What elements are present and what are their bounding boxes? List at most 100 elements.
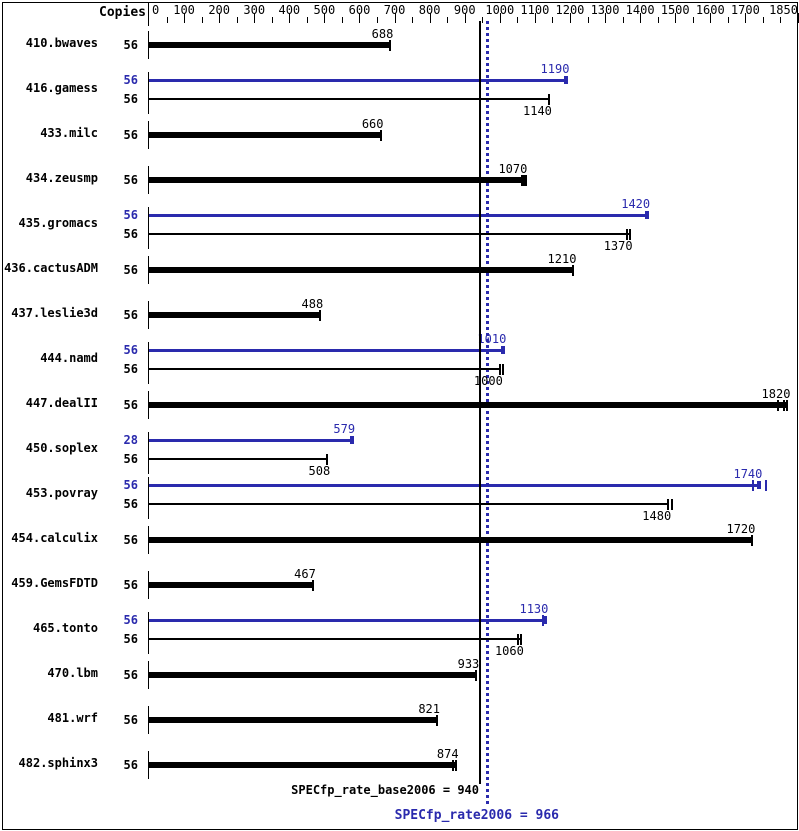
run-mark-tick [475,670,478,681]
bar-value-label: 1720 [726,522,756,536]
axis-tick-label: 1000 [485,3,515,17]
axis-major-tick [499,13,501,23]
run-mark-tick [625,229,628,240]
row-axis-segment [148,121,149,149]
axis-tick-label: 900 [453,3,476,17]
run-mark-tick [517,634,520,645]
row-axis-segment [148,342,149,384]
axis-tick-label: 200 [208,3,230,17]
copies-value: 56 [123,452,138,466]
benchmark-label: 453.povray [25,486,98,500]
row-axis-segment [148,207,149,249]
axis-major-tick [675,13,677,23]
base-reference-line [479,21,481,784]
peak-metric-label: SPECfp_rate2006 = 966 [394,808,559,823]
copies-value: 56 [123,92,138,106]
copies-value: 56 [123,38,138,52]
copies-value: 28 [123,433,138,447]
benchmark-label: 459.GemsFDTD [11,576,98,590]
x-axis-origin-line [148,3,149,26]
base-bar [149,503,669,505]
copies-value: 56 [123,497,138,511]
run-mark-tick [326,454,329,465]
axis-major-tick [289,13,291,23]
axis-major-tick [219,13,221,23]
copies-value: 56 [123,668,138,682]
copies-value: 56 [123,632,138,646]
benchmark-label: 465.tonto [32,621,98,635]
run-mark-tick [776,400,779,411]
run-mark-tick [667,499,670,510]
base-bar [149,368,500,370]
base-bar [149,672,477,678]
axis-minor-tick [780,17,782,23]
axis-tick-label: 1500 [660,3,690,17]
bar-value-label: 1740 [733,467,763,481]
copies-value: 56 [123,263,138,277]
run-mark-tick [751,535,754,546]
copies-value: 56 [123,533,138,547]
axis-major-tick [394,13,396,23]
bar-value-label: 660 [361,117,384,131]
base-bar [149,177,525,183]
run-mark-tick [752,480,755,491]
axis-tick-label: 800 [418,3,441,17]
row-axis-segment [148,301,149,329]
copies-value: 56 [123,398,138,412]
copies-value: 56 [123,578,138,592]
row-axis-segment [148,751,149,779]
axis-minor-tick [482,17,484,23]
bar-value-label: 933 [457,657,480,671]
bar-value-label: 1210 [547,252,577,266]
axis-major-tick [605,13,607,23]
copies-value: 56 [123,758,138,772]
run-mark-tick [525,175,528,186]
row-axis-segment [148,391,149,419]
axis-tick-label: 1400 [625,3,655,17]
base-bar [149,638,521,640]
benchmark-label: 416.gamess [25,81,98,95]
copies-value: 56 [123,713,138,727]
run-mark-tick [436,715,438,726]
axis-tick-label: 100 [173,3,195,17]
peak-bar-end-marker [543,616,548,624]
axis-major-tick [464,13,466,23]
benchmark-label: 436.cactusADM [4,261,98,275]
benchmark-label: 434.zeusmp [25,171,98,185]
axis-tick-label: 700 [383,3,406,17]
axis-tick-label: 1300 [590,3,620,17]
axis-major-tick [745,13,747,23]
axis-tick-label: 1200 [555,3,585,17]
axis-major-tick [710,13,712,23]
axis-major-tick [254,13,256,23]
peak-bar [149,349,504,352]
peak-bar-end-marker [757,481,762,489]
run-mark-tick [319,310,322,321]
benchmark-label: 437.leslie3d [11,306,98,320]
axis-major-tick [429,13,431,23]
run-mark-tick [628,229,631,240]
axis-minor-tick [236,17,238,23]
base-bar [149,582,313,588]
run-mark-tick [572,265,575,276]
axis-tick-label: 0 [152,3,160,17]
axis-minor-tick [447,17,449,23]
bar-value-label: 1820 [761,387,791,401]
base-bar [149,267,574,273]
run-mark-tick [379,130,382,141]
bar-value-label: 1070 [498,162,528,176]
row-axis-segment [148,72,149,114]
row-axis-segment [148,612,149,654]
base-bar [149,537,753,543]
axis-minor-tick [587,17,589,23]
bar-value-label: 1140 [523,104,552,118]
base-bar [149,402,788,408]
peak-bar-end-marker [645,211,650,219]
benchmark-label: 454.calculix [11,531,98,545]
bar-value-label: 1370 [603,239,633,253]
run-mark-tick [764,480,767,491]
benchmark-label: 447.dealII [25,396,98,410]
run-mark-tick [519,634,522,645]
